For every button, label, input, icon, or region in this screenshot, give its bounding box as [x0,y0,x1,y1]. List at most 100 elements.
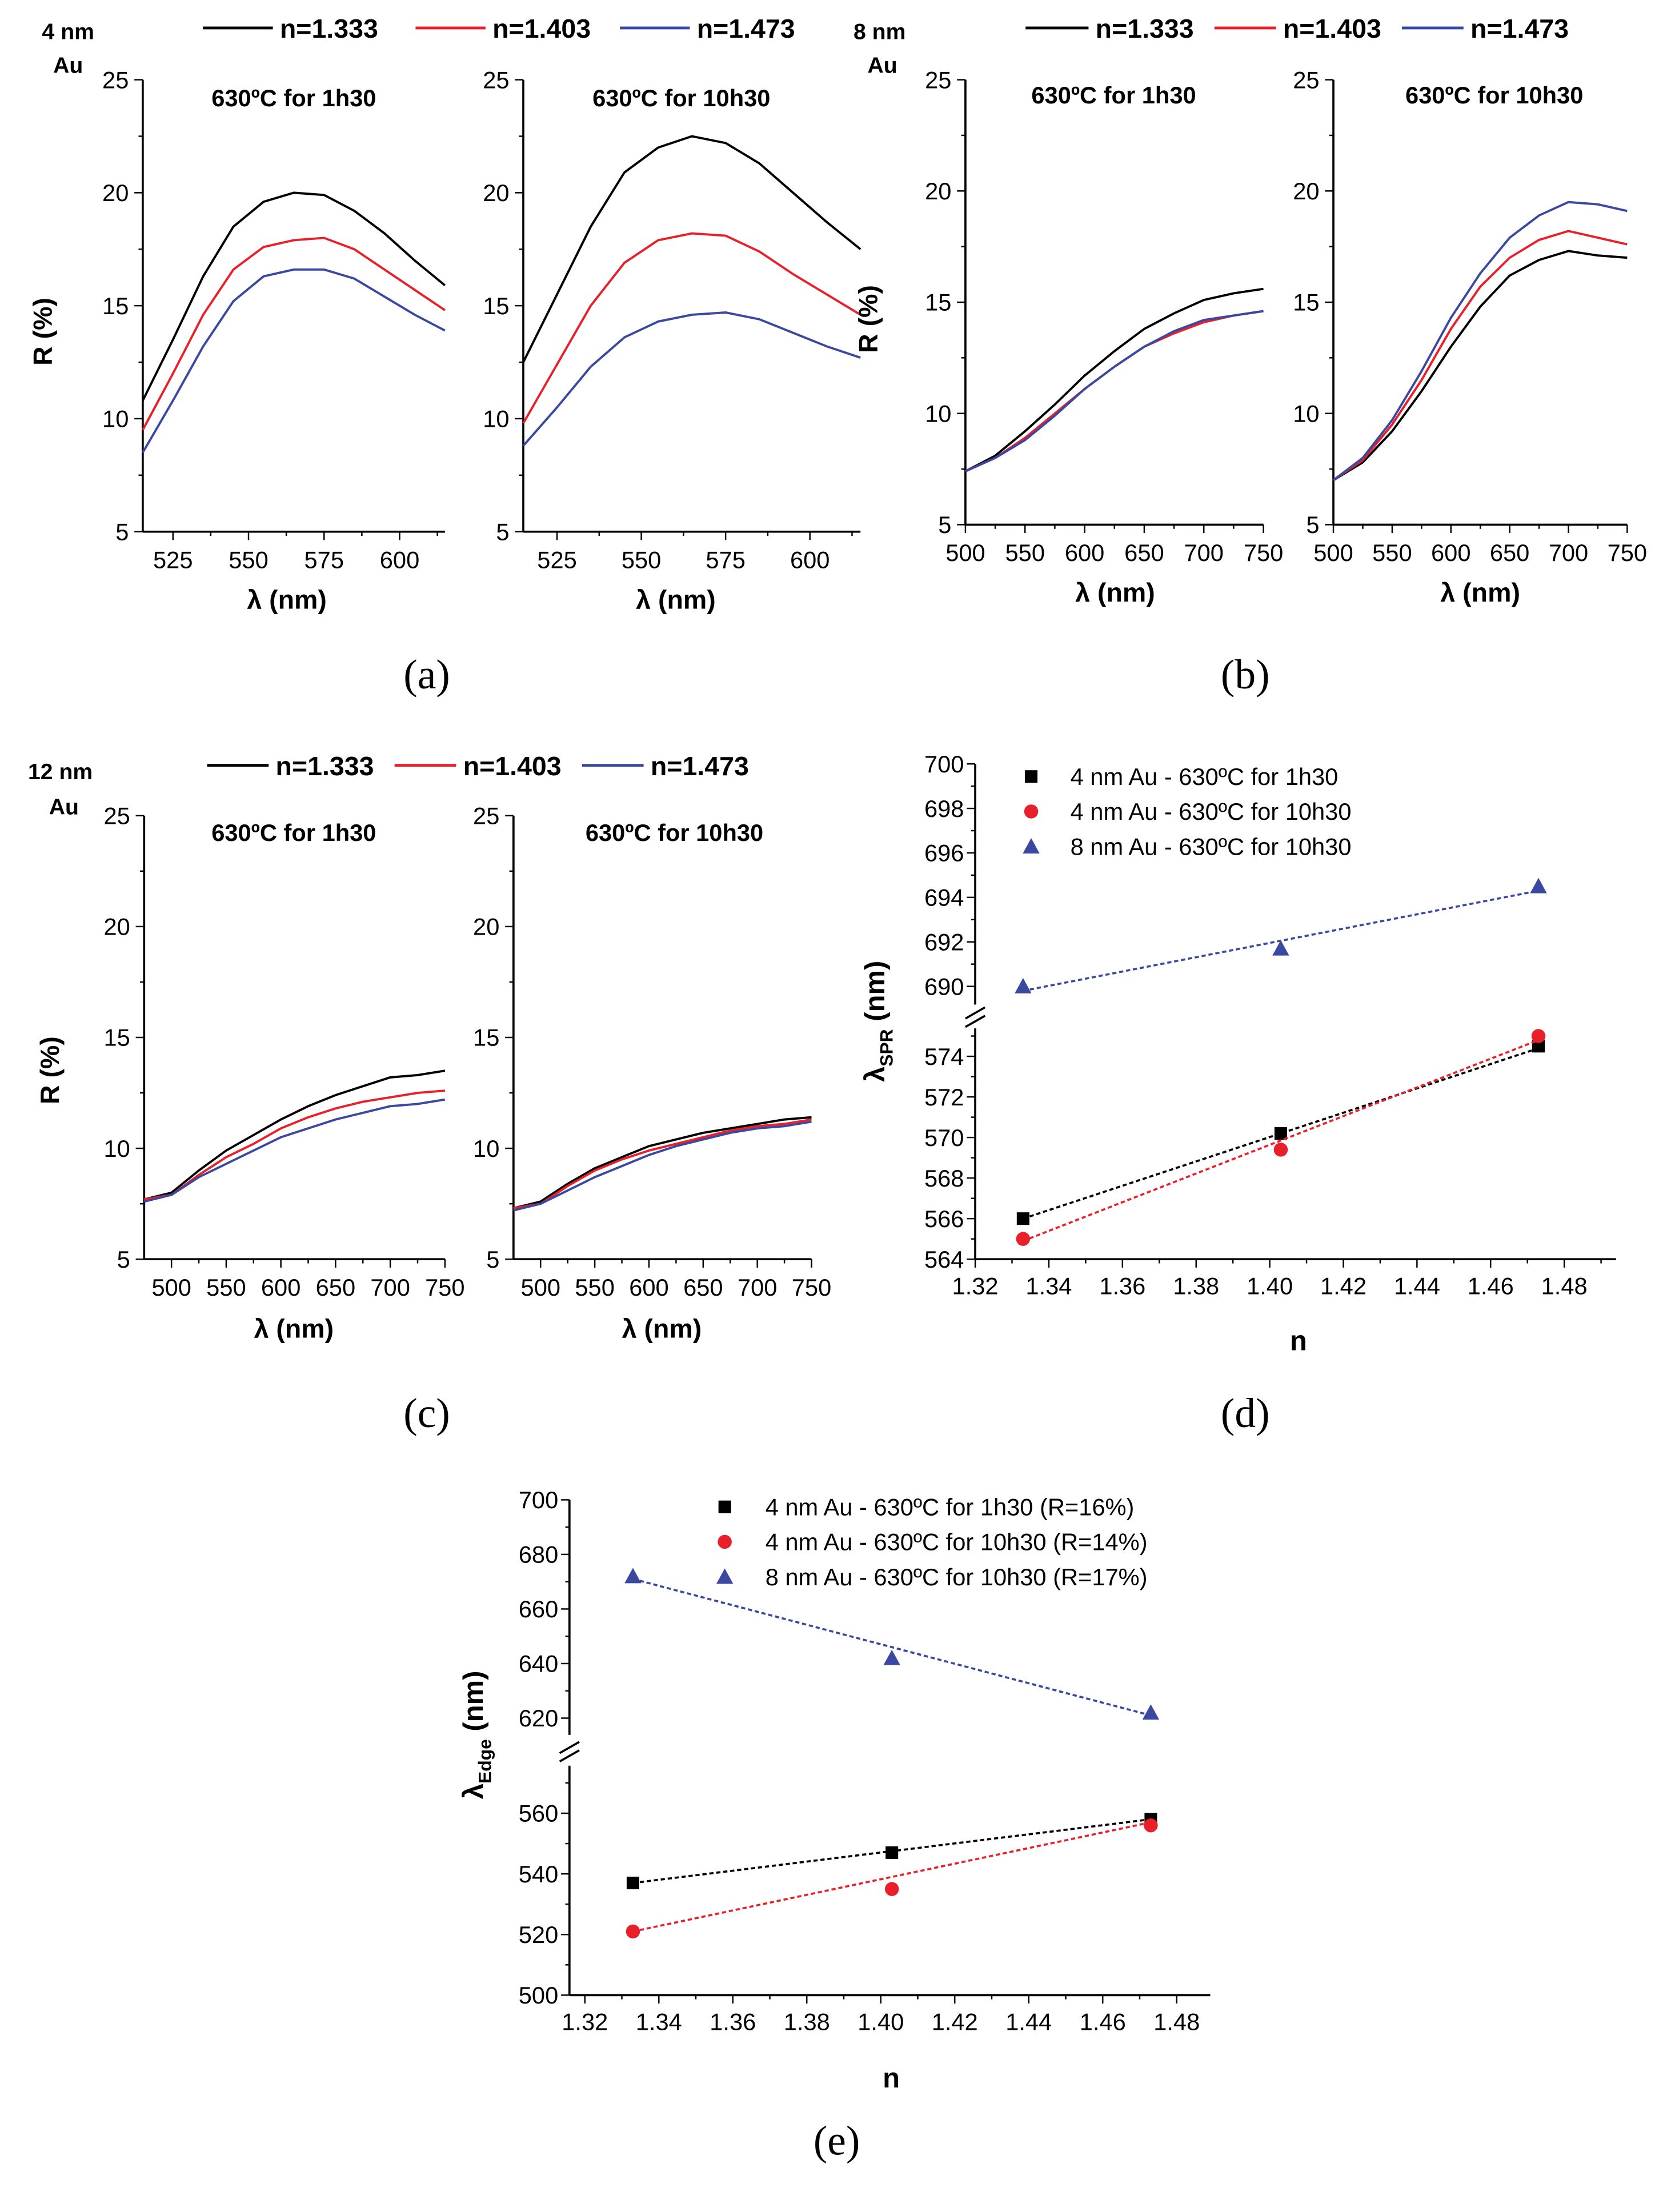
y-axis-label-subscript: SPR [876,1029,897,1066]
subplot: 5 10 15 20 25 525 550 575 600 630ºC for 1h30 λ (nm… [102,66,446,614]
x-tick-label: 1.38 [784,2009,830,2035]
subplot: 5 10 15 20 25 500 550 600 650 700 750 630ºC for 1h3… [925,66,1283,607]
x-tick-label: 1.48 [1153,2009,1200,2035]
sample-label: 12 nm [28,760,93,784]
y-tick-label: 572 [924,1084,964,1111]
y-axis-label: R (%) [853,285,883,353]
y-tick-label: 5 [117,1246,130,1273]
y-tick-label: 15 [102,292,129,319]
series-line-n=1.403 [965,310,1264,472]
x-tick-label: 600 [629,1274,668,1301]
series-line-n=1.403 [513,1118,812,1209]
x-tick-label: 525 [153,546,193,573]
y-tick-label: 10 [104,1135,130,1162]
legend-label: n=1.333 [1096,14,1194,43]
triangle-marker [716,1568,734,1584]
panel-label: (e) [814,2118,860,2164]
x-tick-label: 550 [622,546,661,573]
y-tick-label: 540 [519,1861,558,1888]
x-tick-label: 1.40 [857,2009,904,2035]
panel-label: (a) [403,651,450,698]
x-tick-label: 525 [537,546,576,573]
series-line-n=1.473 [522,311,861,447]
sample-label: Au [49,795,79,819]
y-tick-label: 700 [519,1486,558,1513]
circle-marker [1273,1143,1288,1157]
y-tick-label: 25 [925,66,951,93]
x-tick-label: 1.36 [710,2009,756,2035]
square-marker [1025,770,1038,783]
axis-break-mark [559,1741,580,1754]
y-tick-label: 660 [519,1596,558,1622]
series-line-n=1.473 [143,1098,446,1203]
x-axis-label: n [883,2063,900,2094]
legend-label: n=1.473 [1470,14,1569,43]
y-tick-label: 692 [924,928,964,955]
subplot-title: 630ºC for 1h30 [211,819,376,846]
y-tick-label: 15 [925,289,951,316]
square-marker [718,1500,731,1513]
y-tick-label: 5 [486,1246,499,1273]
x-tick-label: 575 [706,546,745,573]
series: 8 nm Au - 630ºC for 10h30 [1015,833,1547,993]
legend-label: 4 nm Au - 630ºC for 1h30 [1071,763,1339,790]
series-line-n=1.473 [1332,201,1628,482]
y-tick-label: 698 [924,795,964,822]
circle-marker [626,1924,640,1939]
x-tick-label: 650 [1124,539,1164,566]
x-tick-label: 750 [792,1274,831,1301]
axis-break-mark [965,1006,986,1020]
sample-label: Au [867,53,897,78]
triangle-marker [1023,838,1040,853]
y-tick-label: 566 [924,1205,964,1232]
x-tick-label: 1.42 [932,2009,978,2035]
y-tick-label: 20 [1293,178,1319,205]
x-axis-label: λ (nm) [254,1313,334,1343]
circle-marker [1144,1818,1158,1833]
x-tick-label: 650 [316,1274,355,1301]
y-tick-label: 20 [102,179,129,206]
x-tick-label: 600 [380,546,419,573]
y-tick-label: 694 [924,884,964,911]
x-tick-label: 700 [1549,539,1588,566]
y-axis-label: R (%) [35,1036,65,1104]
x-tick-label: 700 [738,1274,777,1301]
x-axis-label: n [1290,1325,1307,1356]
y-tick-label: 15 [1293,289,1319,316]
y-tick-label: 5 [938,511,951,538]
x-tick-label: 750 [1244,539,1283,566]
series-line-n=1.333 [522,135,861,363]
y-tick-label: 20 [925,178,951,205]
legend-label: n=1.333 [276,751,374,781]
panel-c: n=1.333 n=1.403 n=1.473 12 nm Au R (%) (c) 5 10 1… [28,751,831,1436]
series: 4 nm Au - 630ºC for 1h30 [1016,763,1545,1225]
sample-label: 4 nm [42,20,94,45]
y-tick-label: 15 [104,1024,130,1051]
y-tick-label: 564 [924,1246,964,1273]
y-tick-label: 25 [104,803,130,829]
y-tick-label: 10 [1293,400,1319,427]
x-tick-label: 575 [304,546,344,573]
subplot-title: 630ºC for 10h30 [1405,82,1583,109]
series: 4 nm Au - 630ºC for 10h30 [1016,798,1546,1246]
x-tick-label: 600 [790,546,830,573]
y-tick-label: 5 [496,518,509,545]
y-tick-label: 20 [104,913,130,940]
x-tick-label: 500 [521,1274,560,1301]
x-tick-label: 1.44 [1394,1272,1440,1299]
x-axis-label: λ (nm) [1075,578,1155,607]
legend-label: 4 nm Au - 630ºC for 10h30 (R=14%) [766,1529,1148,1556]
x-tick-label: 1.46 [1468,1272,1514,1299]
x-axis-label: λ (nm) [247,584,327,614]
series-line-n=1.403 [522,232,861,424]
y-tick-label: 25 [483,66,509,93]
x-axis-label: λ (nm) [636,584,716,614]
y-tick-label: 15 [483,292,509,319]
circle-marker [884,1882,899,1896]
y-tick-label: 574 [924,1043,964,1070]
x-tick-label: 1.44 [1005,2009,1052,2035]
x-tick-label: 1.40 [1247,1272,1293,1299]
x-tick-label: 1.34 [636,2009,682,2035]
triangle-marker [624,1568,642,1584]
